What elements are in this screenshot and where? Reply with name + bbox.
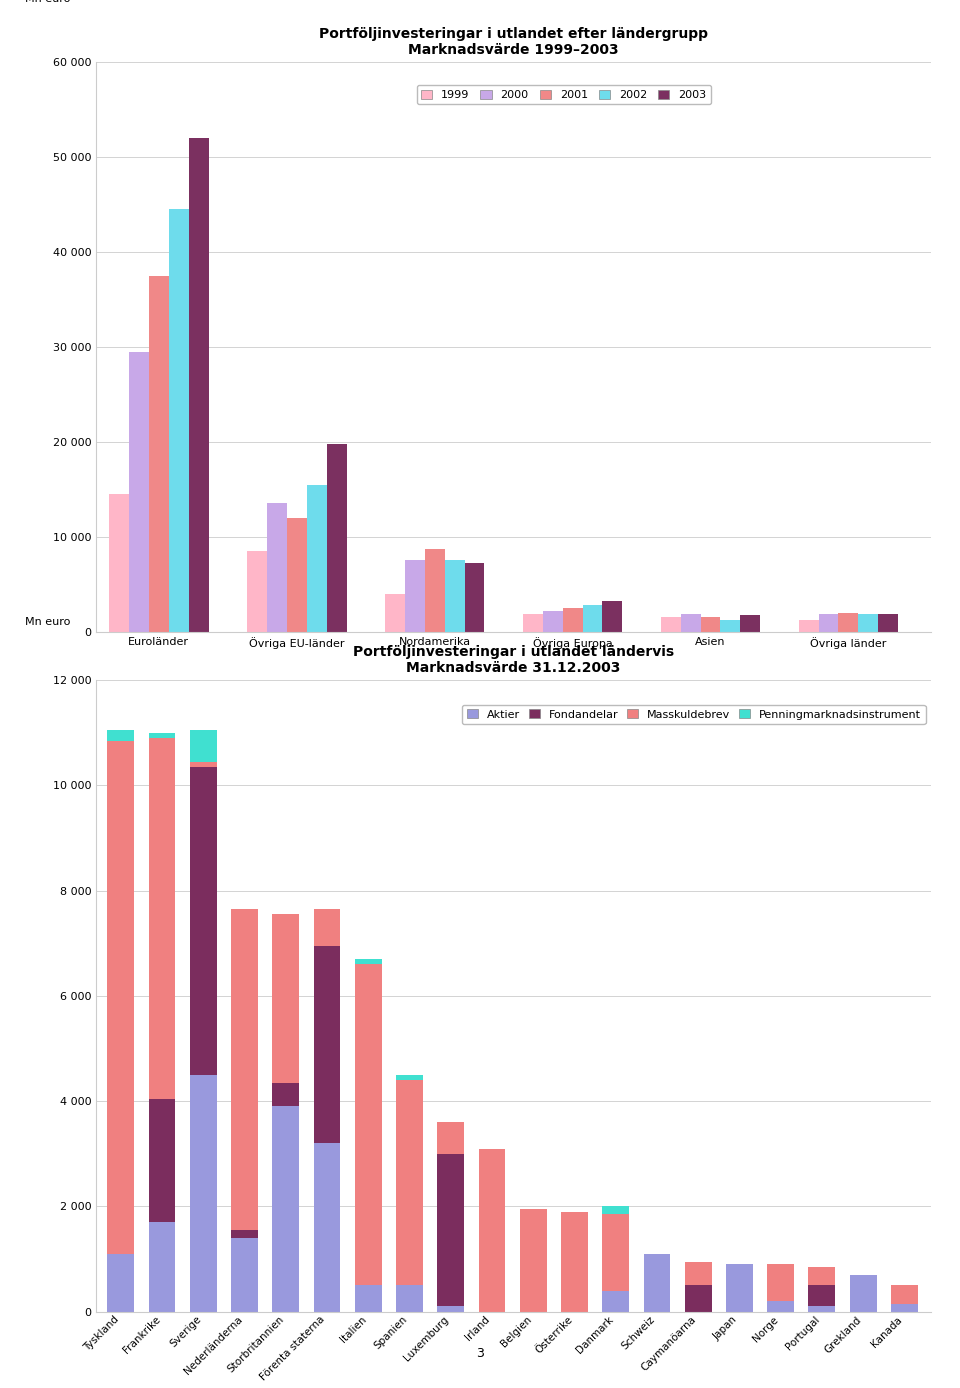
Bar	[405, 561, 424, 632]
Title: Portföljinvesteringar i utlandet efter ländergrupp
Marknadsvärde 1999–2003: Portföljinvesteringar i utlandet efter l…	[319, 26, 708, 57]
Bar	[314, 1144, 341, 1312]
Bar	[684, 1262, 711, 1285]
Bar	[808, 1267, 835, 1285]
Bar	[583, 605, 603, 632]
Bar	[808, 1306, 835, 1312]
Bar	[799, 620, 819, 632]
Text: 3: 3	[476, 1348, 484, 1360]
Bar	[838, 612, 858, 632]
Legend: 1999, 2000, 2001, 2002, 2003: 1999, 2000, 2001, 2002, 2003	[417, 85, 710, 104]
Bar	[684, 1285, 711, 1312]
Bar	[287, 518, 306, 632]
Bar	[660, 618, 681, 632]
Bar	[878, 615, 899, 632]
Bar	[169, 210, 189, 632]
Bar	[108, 1253, 134, 1312]
Bar	[108, 741, 134, 1253]
Bar	[681, 615, 701, 632]
Bar	[465, 564, 485, 632]
Bar	[149, 276, 169, 632]
Bar	[542, 611, 563, 632]
Bar	[385, 594, 405, 632]
Bar	[273, 1106, 300, 1312]
Bar	[247, 551, 267, 632]
Bar	[396, 1074, 422, 1080]
Bar	[231, 1230, 258, 1238]
Bar	[149, 1098, 176, 1223]
Text: Mn euro: Mn euro	[25, 616, 70, 627]
Bar	[108, 730, 134, 741]
Bar	[190, 730, 217, 762]
Bar	[726, 1264, 753, 1312]
Bar	[767, 1264, 794, 1301]
Bar	[190, 1074, 217, 1312]
Bar	[561, 1212, 588, 1312]
Bar	[819, 615, 838, 632]
Bar	[767, 1301, 794, 1312]
Bar	[355, 959, 382, 965]
Bar	[701, 618, 721, 632]
Bar	[858, 615, 878, 632]
Bar	[808, 1285, 835, 1306]
Bar	[149, 1223, 176, 1312]
Bar	[563, 608, 583, 632]
Bar	[438, 1306, 464, 1312]
Bar	[478, 1148, 505, 1312]
Bar	[306, 484, 326, 632]
Bar	[109, 494, 129, 632]
Bar	[355, 965, 382, 1285]
Bar	[355, 1285, 382, 1312]
Bar	[721, 620, 740, 632]
Bar	[190, 762, 217, 768]
Bar	[273, 915, 300, 1083]
Bar	[326, 444, 347, 632]
Bar	[444, 561, 465, 632]
Bar	[314, 909, 341, 945]
Text: Mn euro: Mn euro	[25, 0, 70, 4]
Legend: Aktier, Fondandelar, Masskuldebrev, Penningmarknadsinstrument: Aktier, Fondandelar, Masskuldebrev, Penn…	[462, 705, 925, 725]
Bar	[438, 1153, 464, 1306]
Bar	[396, 1285, 422, 1312]
Bar	[740, 615, 760, 632]
Bar	[396, 1080, 422, 1285]
Bar	[129, 351, 149, 632]
Bar	[189, 139, 208, 632]
Bar	[602, 1206, 629, 1214]
Bar	[190, 768, 217, 1074]
Bar	[602, 1291, 629, 1312]
Bar	[314, 945, 341, 1144]
Bar	[273, 1083, 300, 1106]
Bar	[231, 909, 258, 1230]
Bar	[850, 1274, 876, 1312]
Bar	[602, 1214, 629, 1291]
Bar	[149, 738, 176, 1098]
Bar	[438, 1122, 464, 1153]
Bar	[424, 550, 444, 632]
Bar	[643, 1253, 670, 1312]
Bar	[603, 601, 622, 632]
Bar	[519, 1209, 546, 1312]
Bar	[891, 1285, 918, 1303]
Bar	[891, 1303, 918, 1312]
Title: Portföljinvesteringar i utlandet ländervis
Marknadsvärde 31.12.2003: Portföljinvesteringar i utlandet länderv…	[353, 644, 674, 675]
Bar	[267, 504, 287, 632]
Bar	[149, 733, 176, 738]
Bar	[523, 615, 542, 632]
Bar	[231, 1238, 258, 1312]
